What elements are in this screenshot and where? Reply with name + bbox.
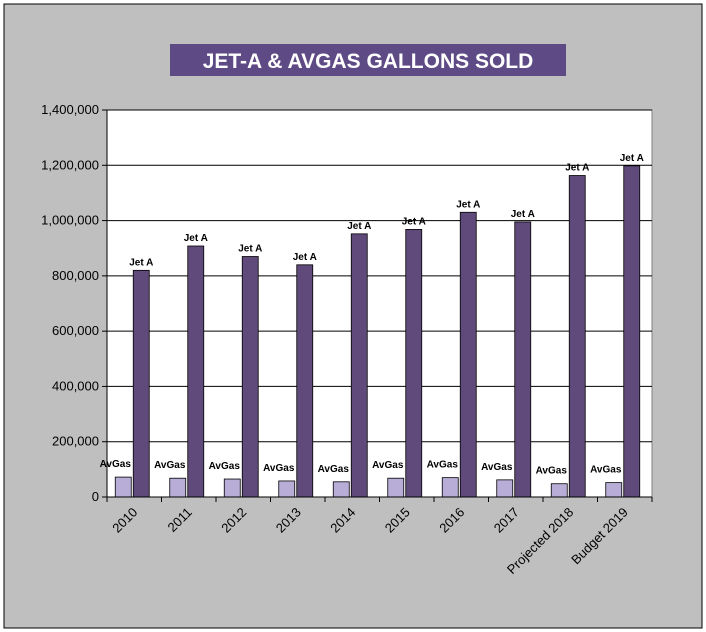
y-tick-label: 0 (92, 489, 99, 504)
bar-avgas (550, 483, 568, 498)
bar-jet-a (187, 245, 205, 498)
data-label-avgas: AvGas (427, 460, 459, 471)
bar-jet-a (568, 175, 586, 498)
data-labels: AvGas Jet A AvGas Jet A AvGas Jet A AvGas Jet A… (100, 153, 644, 477)
y-tick-label: 200,000 (52, 434, 99, 449)
bar-jet-a (514, 221, 532, 498)
bar-avgas (387, 477, 405, 498)
data-label-avgas: AvGas (318, 464, 350, 475)
data-label-avgas: AvGas (100, 459, 132, 470)
chart-title: JET-A & AVGAS GALLONS SOLD (203, 50, 534, 73)
chart-title-background (170, 44, 566, 76)
data-label-jet-a: Jet A (402, 216, 426, 227)
bar-avgas (332, 481, 350, 498)
data-label-avgas: AvGas (590, 465, 622, 476)
data-label-jet-a: Jet A (565, 163, 589, 174)
y-tick-label: 400,000 (52, 378, 99, 393)
bar-avgas (496, 479, 514, 498)
bar-jet-a (459, 211, 477, 498)
data-label-avgas: AvGas (372, 460, 404, 471)
y-tick-label: 800,000 (52, 268, 99, 283)
bar-avgas (169, 477, 187, 498)
bar-avgas (114, 476, 132, 498)
data-label-jet-a: Jet A (456, 199, 480, 210)
data-label-jet-a: Jet A (511, 209, 535, 220)
bar-jet-a (350, 233, 368, 498)
bar-jet-a (623, 165, 641, 498)
bar-avgas (605, 482, 623, 498)
bar-avgas (441, 477, 459, 498)
y-tick-label: 1,000,000 (41, 213, 99, 228)
bar-jet-a (296, 264, 314, 498)
y-axis-tick-labels: 0 200,000 400,000 600,000 800,000 1,000,000 1,… (41, 102, 99, 504)
y-tick-label: 1,200,000 (41, 157, 99, 172)
bar-avgas (223, 478, 241, 498)
data-label-avgas: AvGas (154, 460, 186, 471)
data-label-avgas: AvGas (209, 461, 241, 472)
data-label-jet-a: Jet A (293, 252, 317, 263)
data-label-avgas: AvGas (481, 462, 513, 473)
bar-jet-a (132, 269, 150, 498)
bar-jet-a (405, 229, 423, 498)
bar-avgas (278, 480, 296, 498)
bar-jet-a (241, 256, 259, 498)
data-label-avgas: AvGas (263, 463, 295, 474)
data-label-jet-a: Jet A (347, 221, 371, 232)
data-label-avgas: AvGas (536, 466, 568, 477)
data-label-jet-a: Jet A (129, 257, 153, 268)
y-tick-label: 600,000 (52, 323, 99, 338)
bars (114, 165, 641, 498)
y-tick-label: 1,400,000 (41, 102, 99, 117)
data-label-jet-a: Jet A (238, 244, 262, 255)
data-label-jet-a: Jet A (184, 233, 208, 244)
data-label-jet-a: Jet A (620, 153, 644, 164)
